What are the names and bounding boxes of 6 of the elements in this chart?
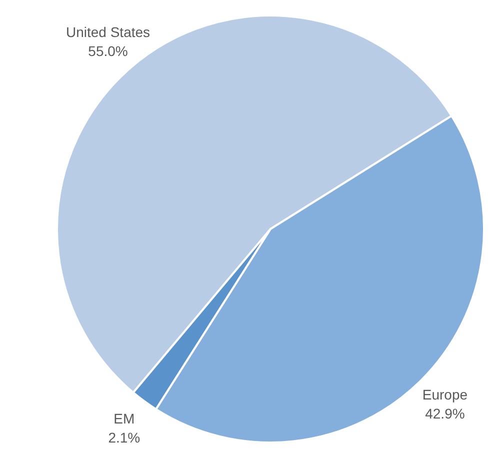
slice-label: Europe <box>422 386 468 403</box>
data-label: 2.1% <box>108 430 140 446</box>
slice-label: EM <box>114 410 135 427</box>
slice-label: United States <box>66 24 150 40</box>
data-label: 55.0% <box>88 42 128 59</box>
data-label: 42.9% <box>425 406 465 422</box>
